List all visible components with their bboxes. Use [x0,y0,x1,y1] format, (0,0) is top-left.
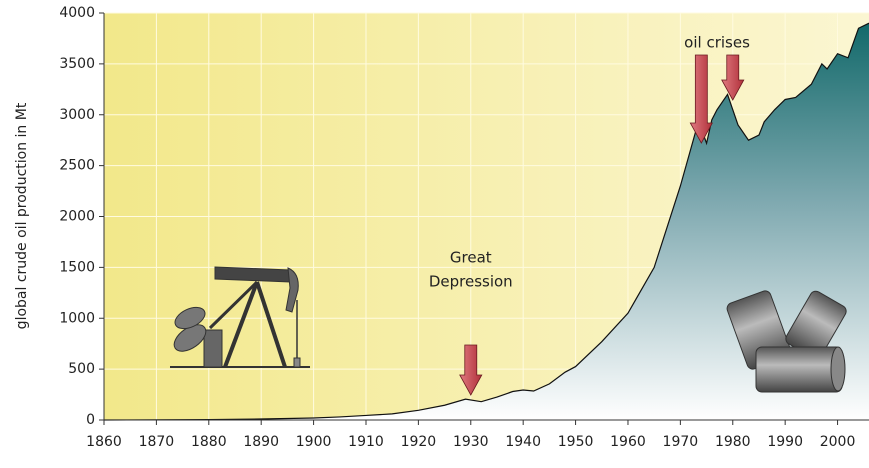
x-tick-label: 1870 [139,434,175,450]
y-tick-label: 500 [68,361,95,377]
x-tick-label: 1860 [86,434,122,450]
x-tick-label: 1940 [505,434,541,450]
y-axis-label: global crude oil production in Mt [14,102,30,329]
x-tick-label: 1920 [401,434,437,450]
x-tick-label: 1980 [715,434,751,450]
annotation: Great [450,249,492,267]
y-tick-label: 3500 [59,56,95,72]
x-tick-label: 1880 [191,434,227,450]
x-tick-label: 2000 [820,434,856,450]
y-tick-label: 1000 [59,310,95,326]
annotation: oil crises [684,34,750,52]
x-tick-label: 1970 [663,434,699,450]
x-tick-label: 1960 [610,434,646,450]
y-tick-label: 2000 [59,209,95,225]
y-tick-label: 0 [86,412,95,428]
y-tick-label: 4000 [59,5,95,21]
y-tick-label: 1500 [59,259,95,275]
annotation: Depression [429,273,513,291]
x-tick-label: 1990 [767,434,803,450]
y-tick-label: 3000 [59,107,95,123]
chart: global crude oil production in Mt 0 500 10… [0,0,869,464]
x-tick-label: 1890 [243,434,279,450]
y-tick-label: 2500 [59,158,95,174]
x-tick-label: 1900 [296,434,332,450]
x-tick-label: 1910 [348,434,384,450]
x-tick-label: 1950 [558,434,594,450]
x-tick-label: 1930 [453,434,489,450]
